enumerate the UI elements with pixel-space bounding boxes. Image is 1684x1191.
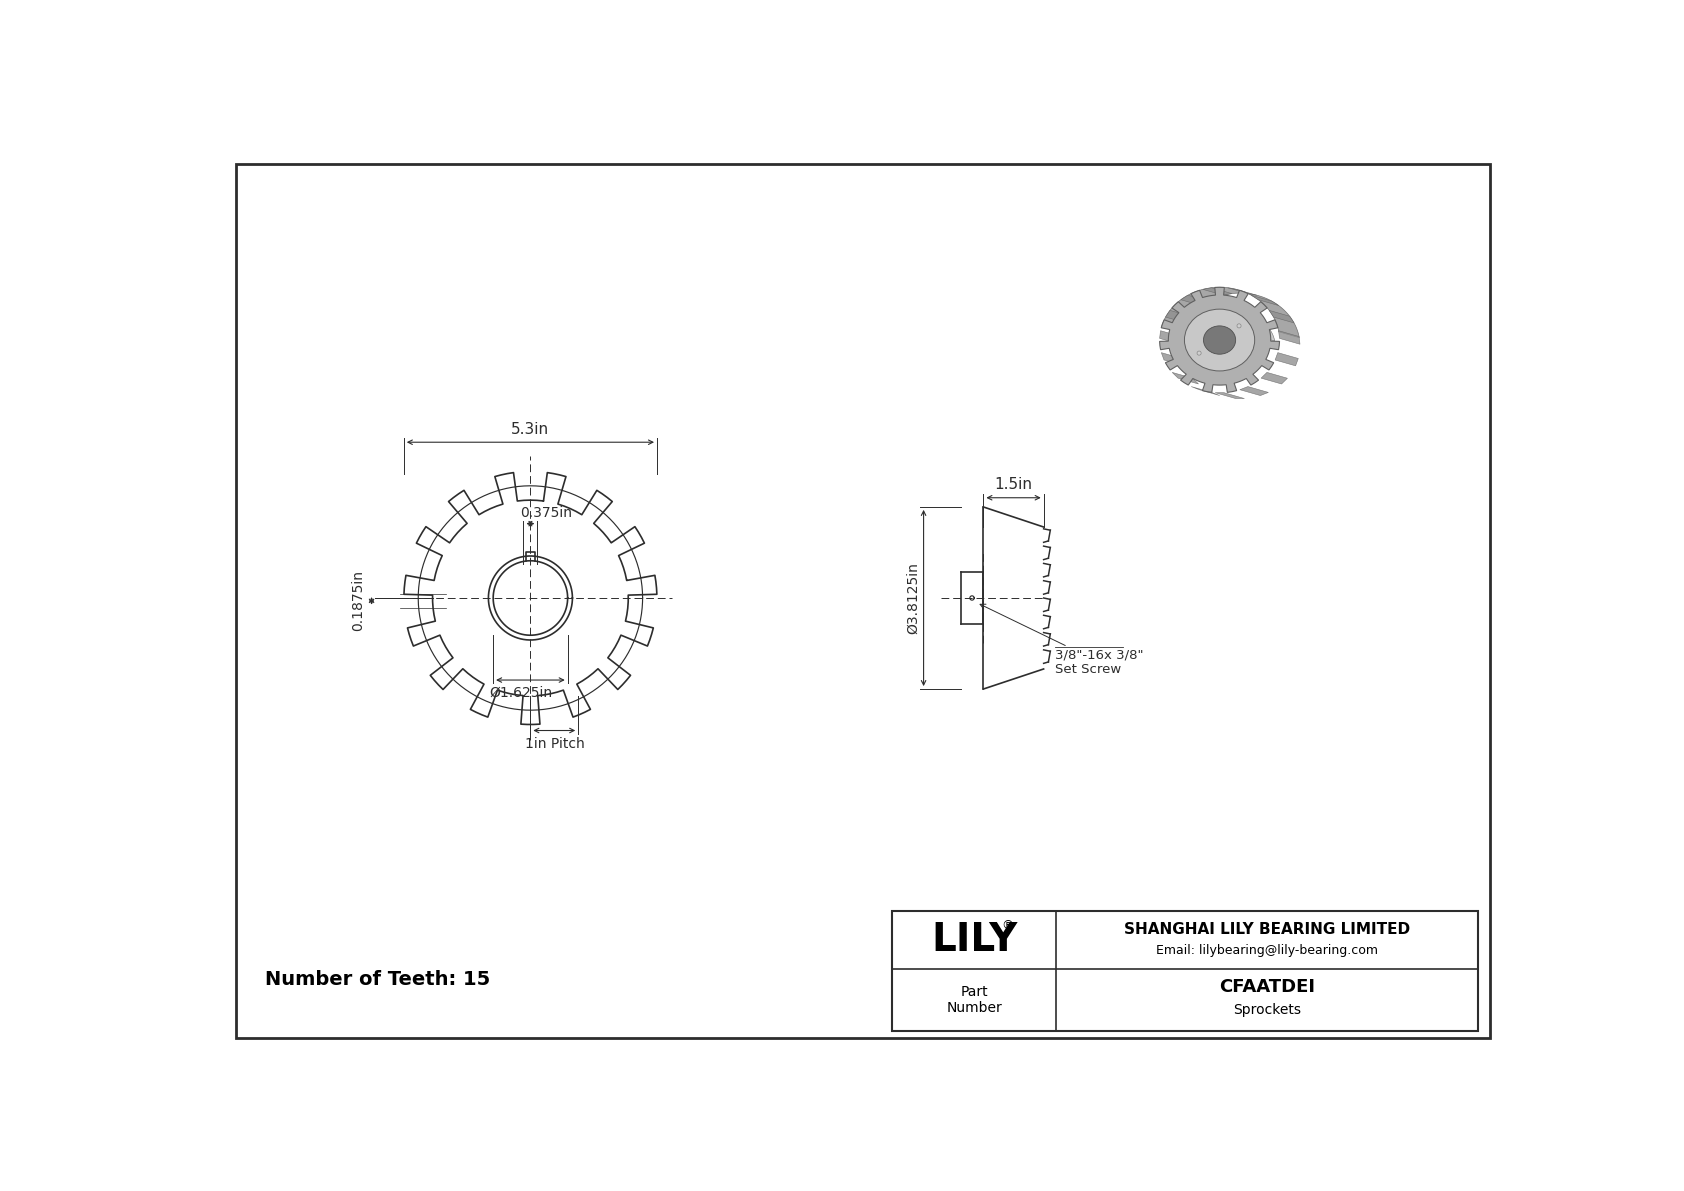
Polygon shape (1216, 393, 1244, 399)
Polygon shape (1162, 353, 1184, 366)
Text: 0.375in: 0.375in (520, 506, 571, 519)
Text: CFAATDEI: CFAATDEI (1219, 978, 1315, 997)
Polygon shape (1162, 287, 1300, 337)
Text: 0.1875in: 0.1875in (352, 570, 365, 631)
Ellipse shape (1204, 326, 1236, 354)
Text: 3/8"-16x 3/8"
Set Screw: 3/8"-16x 3/8" Set Screw (980, 604, 1143, 676)
Circle shape (1238, 324, 1241, 328)
Polygon shape (1191, 387, 1219, 395)
Polygon shape (1165, 311, 1191, 323)
Text: ®: ® (1000, 919, 1014, 931)
Polygon shape (1228, 288, 1256, 295)
Text: 5.3in: 5.3in (512, 422, 549, 437)
Polygon shape (1180, 295, 1209, 306)
Text: Ø1.625in: Ø1.625in (490, 686, 552, 700)
Polygon shape (1160, 331, 1180, 344)
Polygon shape (1278, 331, 1300, 344)
Text: Part
Number: Part Number (946, 985, 1002, 1015)
Text: Ø3.8125in: Ø3.8125in (906, 562, 919, 634)
Polygon shape (1186, 310, 1275, 341)
Text: SHANGHAI LILY BEARING LIMITED: SHANGHAI LILY BEARING LIMITED (1123, 922, 1410, 937)
Ellipse shape (1184, 310, 1255, 370)
Polygon shape (1270, 311, 1293, 323)
Bar (893, 911, 1477, 1030)
Text: LILY: LILY (931, 921, 1017, 959)
Circle shape (1197, 351, 1201, 355)
Polygon shape (1202, 288, 1233, 295)
Polygon shape (1239, 387, 1268, 395)
Polygon shape (1160, 287, 1280, 392)
Polygon shape (1251, 295, 1278, 306)
Text: Email: lilybearing@lily-bearing.com: Email: lilybearing@lily-bearing.com (1155, 944, 1378, 958)
Polygon shape (1261, 373, 1288, 384)
Text: 1.5in: 1.5in (995, 478, 1032, 492)
Text: Number of Teeth: 15: Number of Teeth: 15 (264, 969, 490, 989)
Polygon shape (1172, 373, 1199, 384)
Text: 1in Pitch: 1in Pitch (525, 737, 584, 750)
Text: Sprockets: Sprockets (1233, 1003, 1300, 1017)
Polygon shape (1275, 353, 1298, 366)
